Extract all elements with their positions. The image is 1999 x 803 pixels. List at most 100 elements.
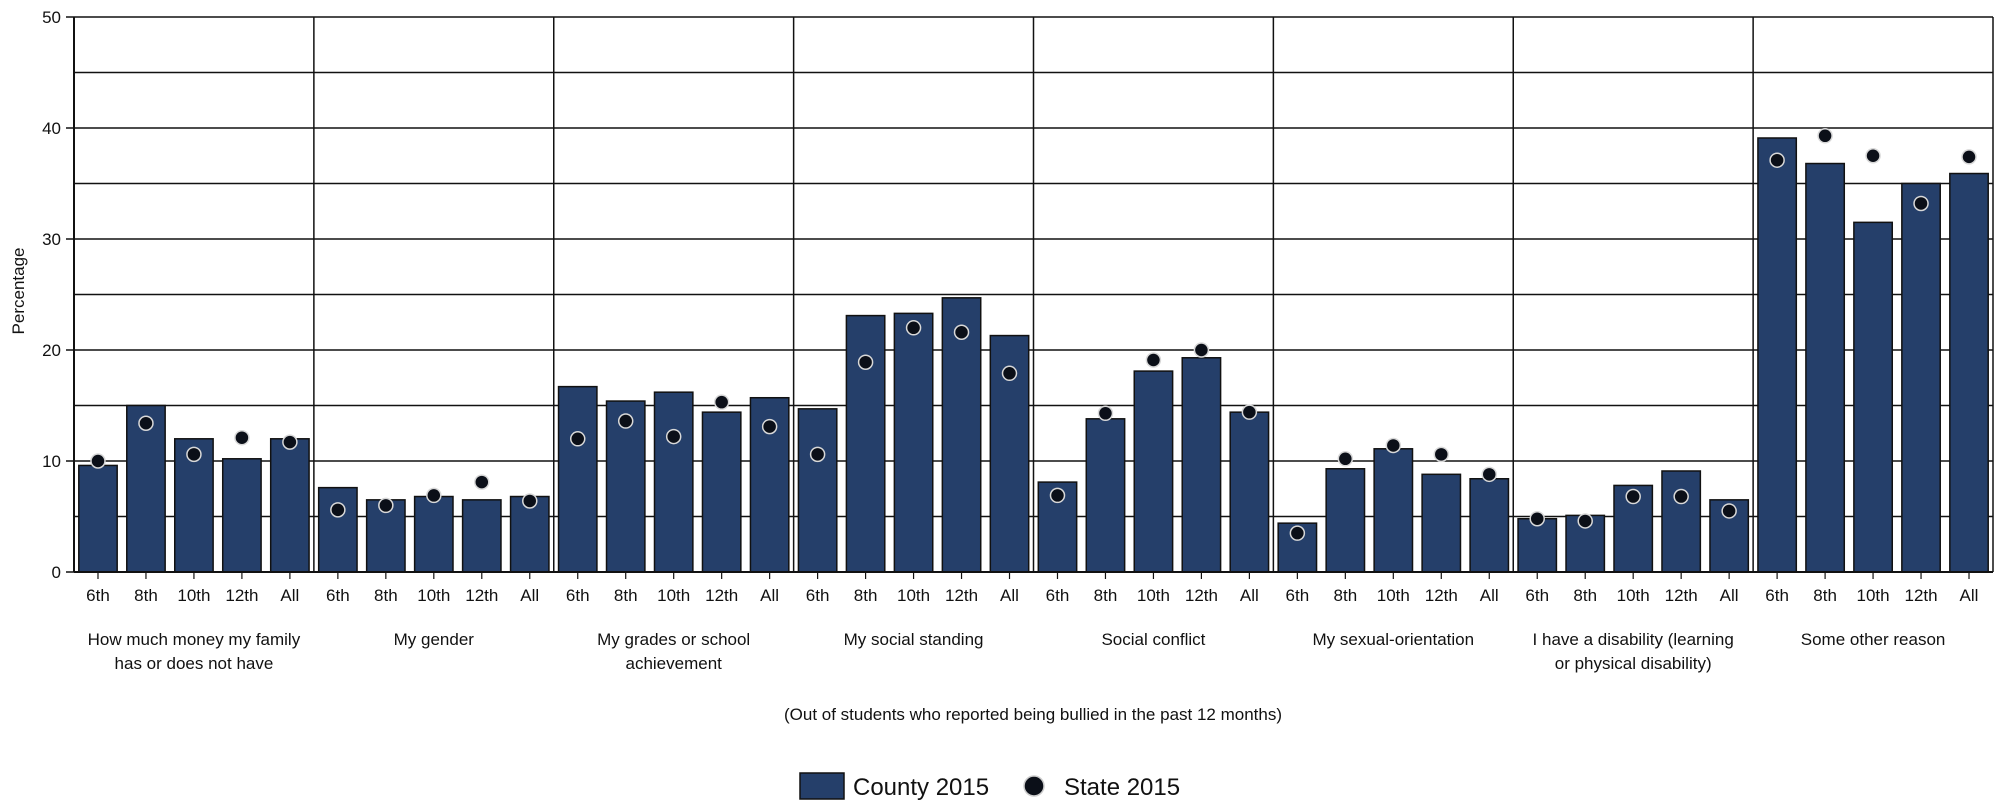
bar-county [557, 385, 598, 573]
grid [74, 16, 1994, 572]
point-state [186, 446, 202, 463]
point-state [1529, 510, 1545, 527]
x-tick-label: 10th [1377, 586, 1410, 605]
x-tick-label: 6th [1286, 586, 1310, 605]
category-label: Some other reason [1801, 630, 1946, 649]
x-tick-label: All [1240, 586, 1259, 605]
bar-county [1325, 468, 1366, 573]
point-state [1577, 513, 1593, 529]
x-tick-label: 6th [1765, 586, 1789, 605]
x-tick-label: 10th [897, 586, 930, 605]
point-state [1145, 352, 1162, 368]
bar-county [1181, 357, 1222, 573]
x-tick-label: 10th [1857, 586, 1890, 605]
x-tick-label: 10th [1137, 586, 1170, 605]
x-tick-label: All [1960, 586, 1979, 605]
point-state [522, 493, 538, 509]
x-tick-label: 10th [417, 586, 450, 605]
x-tick-label: 8th [1573, 586, 1597, 605]
bars [78, 137, 1989, 573]
bar-county [1901, 182, 1941, 573]
bar-county [1085, 418, 1126, 573]
point-state [1001, 365, 1018, 382]
x-tick-label: 12th [465, 586, 498, 605]
category-label: or physical disability) [1555, 654, 1712, 673]
y-tick-label: 50 [42, 8, 61, 27]
y-tick-label: 10 [42, 452, 61, 471]
bar-county [413, 495, 454, 573]
point-state [378, 497, 394, 514]
y-tick-label: 20 [42, 341, 61, 360]
point-state [1481, 466, 1498, 483]
x-tick-label: 6th [86, 586, 110, 605]
point-state [857, 354, 874, 370]
point-state [665, 428, 682, 445]
point-state [617, 413, 634, 429]
x-tick-label: 12th [1185, 586, 1218, 605]
bar-county [605, 400, 646, 573]
point-state [1337, 451, 1354, 467]
bar-county [1373, 448, 1414, 573]
x-tick-label: 10th [177, 586, 210, 605]
bar-county [1517, 517, 1558, 573]
point-state [1433, 446, 1450, 463]
y-tick-label: 40 [42, 119, 61, 138]
x-tick-label: 8th [374, 586, 398, 605]
x-tick-label: All [1720, 586, 1739, 605]
point-state [1673, 488, 1689, 505]
bar-county [1661, 470, 1702, 573]
point-state [1769, 152, 1785, 168]
bar-county [1853, 221, 1894, 573]
y-tick-label: 0 [52, 563, 61, 582]
bar-county [221, 458, 262, 573]
x-tick-label: 6th [326, 586, 350, 605]
point-state [330, 502, 346, 518]
point-state [1721, 503, 1737, 519]
x-tick-label: 8th [614, 586, 638, 605]
x-tick-label: 8th [1813, 586, 1837, 605]
x-tick-label: 6th [1525, 586, 1549, 605]
point-state [569, 431, 586, 447]
state-points [90, 128, 1977, 541]
x-tick-label: All [1480, 586, 1499, 605]
category-label: How much money my family [88, 630, 301, 649]
point-state [90, 453, 106, 469]
category-label: Social conflict [1101, 630, 1205, 649]
bar-county [1757, 137, 1798, 573]
y-tick-label: 30 [42, 230, 61, 249]
category-label: My social standing [844, 630, 984, 649]
x-tick-label: 12th [705, 586, 738, 605]
bar-county [1469, 478, 1510, 573]
x-tick-label: All [760, 586, 779, 605]
x-axis-note: (Out of students who reported being bull… [784, 705, 1282, 724]
legend-state-label: State 2015 [1064, 774, 1180, 801]
point-state [1385, 437, 1402, 454]
point-state [234, 429, 250, 446]
x-tick-label: All [520, 586, 539, 605]
point-state [138, 415, 154, 432]
axes [66, 16, 1993, 579]
x-tick-label: 10th [657, 586, 690, 605]
x-tick-label: 6th [566, 586, 590, 605]
bar-county [1133, 370, 1174, 573]
x-tick-label: 10th [1617, 586, 1650, 605]
point-state [1961, 149, 1977, 165]
x-tick-label: All [1000, 586, 1019, 605]
bar-county [701, 411, 742, 573]
point-state [1865, 148, 1881, 164]
category-label: has or does not have [115, 654, 274, 673]
point-state [1913, 195, 1929, 212]
point-state [1289, 525, 1306, 541]
category-label: My grades or school [597, 630, 750, 649]
x-tick-label: 8th [134, 586, 158, 605]
bar-county [173, 438, 214, 573]
bar-county [1421, 473, 1462, 573]
bar-county [1229, 411, 1270, 573]
bar-county [126, 404, 166, 573]
bar-county [1949, 172, 1989, 573]
labels: 6th 8th 10th 12th All How much money my famil… [42, 8, 1978, 673]
point-state [1193, 342, 1210, 358]
point-state [1625, 488, 1641, 505]
bar-county [1805, 162, 1846, 573]
point-state [1241, 404, 1258, 420]
